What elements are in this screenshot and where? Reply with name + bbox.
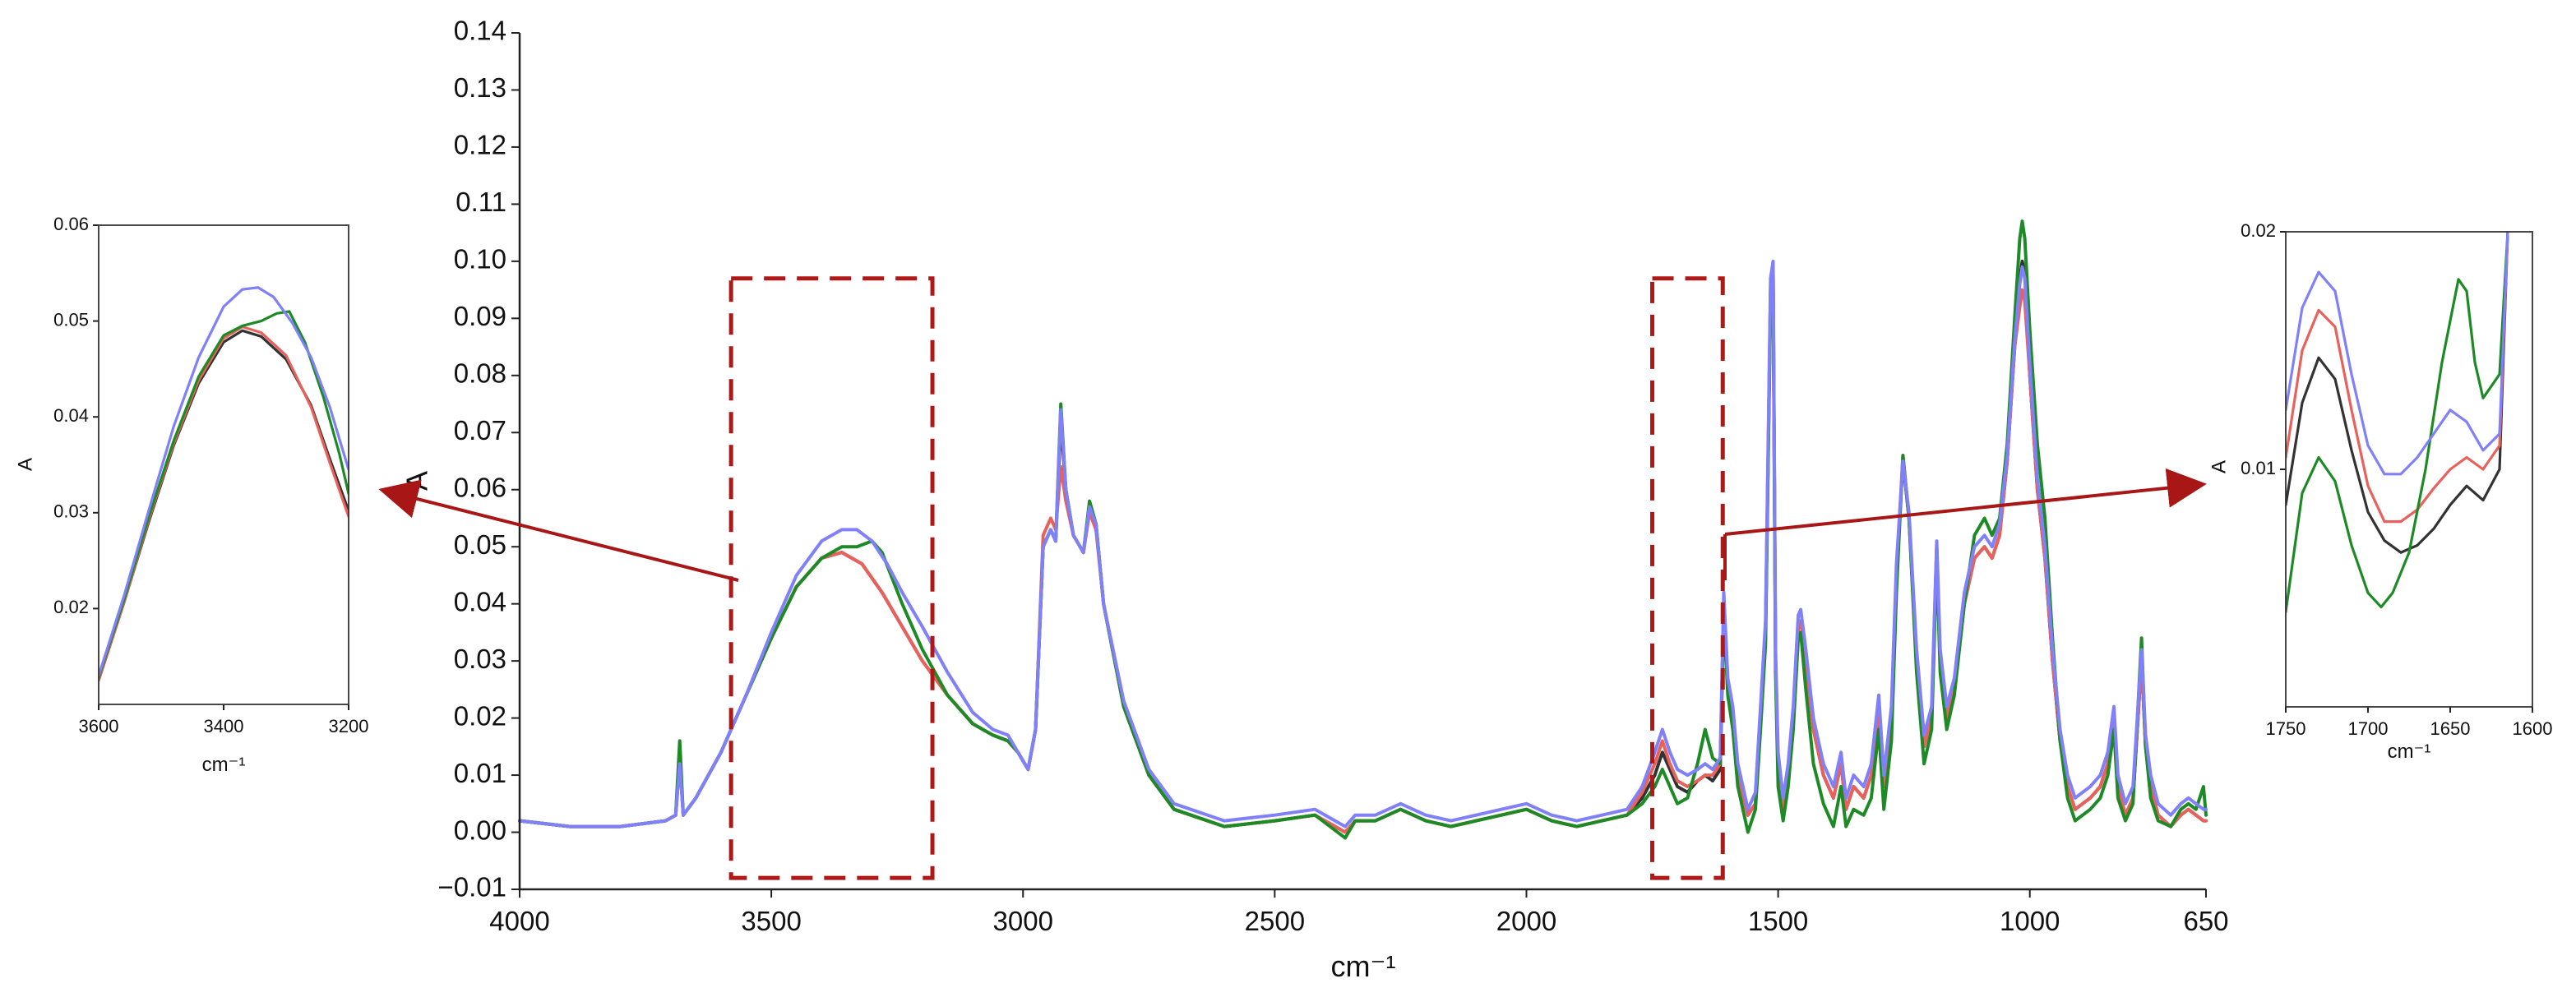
main-y-tick-label: 0.06 bbox=[454, 472, 506, 502]
left-inset-y-tick-label: 0.03 bbox=[53, 501, 89, 522]
right-inset-x-tick-label: 1700 bbox=[2348, 718, 2389, 739]
main-y-tick-label: 0.13 bbox=[454, 72, 506, 103]
main-x-tick-label: 3000 bbox=[993, 906, 1053, 936]
zoom-arrows bbox=[378, 468, 2207, 582]
right-zoom-arrow bbox=[1724, 468, 2207, 536]
left-inset-x-axis-label: cm⁻¹ bbox=[202, 754, 246, 776]
left-inset-series-green-line bbox=[99, 310, 349, 679]
main-series-blue-line bbox=[518, 259, 2208, 829]
main-x-tick-label: 4000 bbox=[489, 906, 549, 936]
main-y-tick-label: 0.00 bbox=[454, 815, 506, 845]
main-y-tick-label: 0.03 bbox=[454, 644, 506, 674]
main-y-tick-label: 0.14 bbox=[454, 16, 506, 46]
right-inset-x-axis-ticks: 1750 1700 1650 1600 bbox=[2266, 707, 2553, 739]
main-y-tick-label: 0.12 bbox=[454, 130, 506, 160]
main-y-tick-label: 0.08 bbox=[454, 358, 506, 389]
main-axis-frame bbox=[518, 33, 2206, 891]
left-inset-x-tick-label: 3600 bbox=[79, 716, 119, 736]
left-inset-y-axis-label: A bbox=[14, 458, 36, 471]
main-x-tick-label: 2000 bbox=[1496, 906, 1556, 936]
right-inset-y-tick-label: 0.02 bbox=[2241, 220, 2276, 241]
left-inset-frame bbox=[98, 224, 349, 705]
right-inset-y-axis-ticks: 0.01 0.02 bbox=[2241, 220, 2286, 478]
right-inset-x-tick-label: 1750 bbox=[2266, 718, 2306, 739]
right-inset-x-tick-label: 1600 bbox=[2513, 718, 2553, 739]
main-y-axis-label: A bbox=[400, 471, 434, 491]
main-y-tick-label: 0.04 bbox=[454, 586, 506, 616]
main-y-tick-label: 0.11 bbox=[456, 187, 506, 217]
right-inset-x-axis-label: cm⁻¹ bbox=[2388, 741, 2431, 763]
carbonyl-region-zoom-box bbox=[1650, 276, 1725, 880]
main-y-tick-label: 0.05 bbox=[454, 529, 506, 560]
main-x-tick-label: 1000 bbox=[2000, 906, 2060, 936]
left-inset-y-tick-label: 0.04 bbox=[53, 405, 89, 426]
main-x-tick-label: 650 bbox=[2183, 906, 2228, 936]
main-x-tick-label: 3500 bbox=[741, 906, 801, 936]
main-x-tick-label: 1500 bbox=[1748, 906, 1808, 936]
right-inset-series-green-line bbox=[2286, 232, 2509, 613]
right-inset-series-red-line bbox=[2286, 232, 2509, 524]
left-zoom-arrow bbox=[378, 479, 739, 582]
left-inset-series-blue-line bbox=[99, 286, 349, 677]
main-y-tick-label: 0.10 bbox=[454, 244, 506, 275]
main-y-tick-label: 0.07 bbox=[454, 415, 506, 445]
main-y-tick-label: 0.02 bbox=[454, 700, 506, 731]
right-inset-series-black-line bbox=[2286, 232, 2509, 554]
left-inset-series-group bbox=[99, 286, 349, 682]
main-y-tick-label: 0.01 bbox=[454, 758, 506, 788]
right-inset-series-group bbox=[2286, 232, 2509, 613]
right-inset-y-axis-label: A bbox=[2208, 460, 2230, 473]
right-inset-frame bbox=[2285, 231, 2533, 708]
left-inset-y-axis-ticks: 0.02 0.03 0.04 0.05 0.06 bbox=[53, 214, 99, 617]
left-inset-x-tick-label: 3200 bbox=[329, 716, 369, 736]
main-x-tick-label: 2500 bbox=[1245, 906, 1305, 936]
main-y-axis-ticks: −0.01 0.00 0.01 0.02 0.03 0.04 0.05 0.06 0.07 0.0… bbox=[438, 16, 520, 902]
right-inset-y-tick-label: 0.01 bbox=[2241, 458, 2276, 478]
left-inset-y-tick-label: 0.06 bbox=[53, 214, 89, 234]
left-inset-x-axis-ticks: 3600 3400 3200 bbox=[79, 704, 369, 736]
left-inset-x-tick-label: 3400 bbox=[204, 716, 244, 736]
main-y-tick-label: −0.01 bbox=[438, 872, 507, 902]
left-inset-y-tick-label: 0.02 bbox=[53, 597, 89, 617]
right-inset-series-blue-line bbox=[2286, 232, 2509, 476]
left-inset-y-tick-label: 0.05 bbox=[53, 309, 89, 330]
left-inset-chart: 0.02 0.03 0.04 0.05 0.06 3600 3400 3200 A cm⁻¹ bbox=[14, 214, 368, 776]
main-x-axis-label: cm⁻¹ bbox=[1331, 949, 1396, 983]
right-inset-chart: 0.01 0.02 1750 1700 1650 1600 A cm⁻¹ bbox=[2208, 220, 2552, 763]
main-x-axis-ticks: 4000 3500 3000 2500 2000 1500 1000 650 bbox=[489, 889, 2229, 936]
main-y-tick-label: 0.09 bbox=[454, 301, 506, 331]
right-inset-x-tick-label: 1650 bbox=[2430, 718, 2471, 739]
